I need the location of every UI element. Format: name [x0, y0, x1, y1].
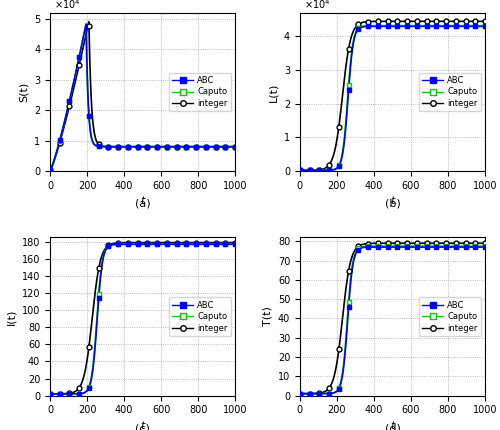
Legend: ABC, Caputo, integer: ABC, Caputo, integer: [169, 297, 231, 336]
Text: $\times 10^4$: $\times 10^4$: [304, 0, 330, 11]
Text: $\times 10^4$: $\times 10^4$: [54, 0, 80, 11]
Title: (a): (a): [134, 199, 150, 209]
Y-axis label: T(t): T(t): [262, 307, 272, 326]
Legend: ABC, Caputo, integer: ABC, Caputo, integer: [169, 73, 231, 111]
X-axis label: t: t: [390, 421, 394, 430]
X-axis label: t: t: [140, 197, 144, 206]
Y-axis label: I(t): I(t): [6, 308, 16, 325]
Title: (b): (b): [384, 199, 400, 209]
Y-axis label: L(t): L(t): [268, 82, 278, 101]
Legend: ABC, Caputo, integer: ABC, Caputo, integer: [419, 73, 481, 111]
Y-axis label: S(t): S(t): [18, 82, 28, 102]
X-axis label: t: t: [140, 421, 144, 430]
Title: (d): (d): [384, 424, 400, 430]
Title: (c): (c): [135, 424, 150, 430]
X-axis label: t: t: [390, 197, 394, 206]
Legend: ABC, Caputo, integer: ABC, Caputo, integer: [419, 297, 481, 336]
